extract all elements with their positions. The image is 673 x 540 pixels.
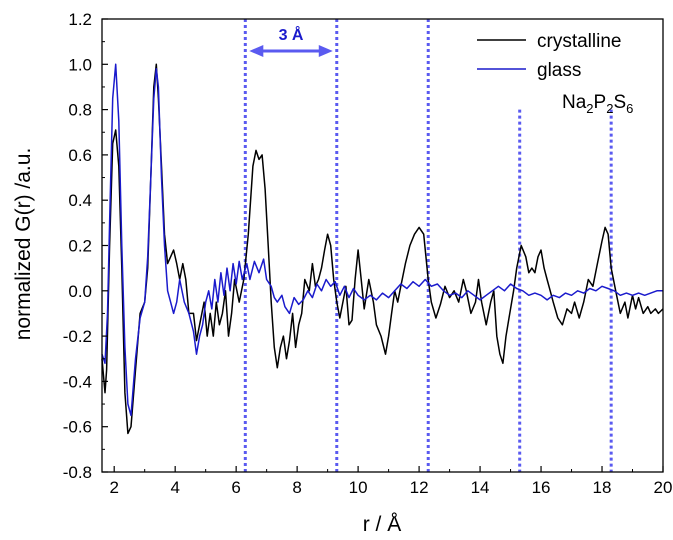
bracket-arrowhead-left bbox=[249, 45, 264, 57]
bracket-annotation: 3 Å bbox=[249, 25, 333, 57]
series-line-crystalline bbox=[101, 63, 664, 435]
y-tick-label: 1.2 bbox=[68, 10, 92, 29]
x-tick-label: 8 bbox=[292, 478, 301, 497]
bracket-label: 3 Å bbox=[279, 25, 304, 44]
x-tick-label: 16 bbox=[532, 478, 551, 497]
axis-ticks: 2 4 6 8 10 12 14 16 18 20 -0.8 -0.6 -0.4 -0.2 0.0 0.2 0.… bbox=[63, 10, 673, 497]
y-tick-label: -0.6 bbox=[63, 418, 92, 437]
x-tick-label: 20 bbox=[654, 478, 673, 497]
x-tick-label: 18 bbox=[593, 478, 612, 497]
x-axis-title: r / Å bbox=[363, 513, 402, 536]
x-tick-label: 14 bbox=[471, 478, 490, 497]
x-tick-label: 4 bbox=[170, 478, 179, 497]
bracket-arrowhead-right bbox=[318, 45, 333, 57]
series-line-glass bbox=[101, 63, 663, 417]
compound-label: Na2P2S6 bbox=[562, 92, 633, 116]
x-tick-label: 6 bbox=[231, 478, 240, 497]
plot-frame bbox=[101, 18, 664, 473]
y-tick-label: 0.4 bbox=[68, 191, 92, 210]
y-tick-label: 0.0 bbox=[68, 282, 92, 301]
y-axis-title: normalized G(r) /a.u. bbox=[12, 148, 35, 341]
legend: crystalline glass bbox=[477, 31, 621, 81]
series-layer bbox=[101, 63, 664, 435]
y-tick-label: -0.8 bbox=[63, 463, 92, 482]
x-tick-label: 12 bbox=[410, 478, 429, 497]
y-tick-label: 0.2 bbox=[68, 237, 92, 256]
annotation-lines bbox=[243, 19, 613, 472]
y-tick-label: 0.6 bbox=[68, 146, 92, 165]
y-tick-label: -0.2 bbox=[63, 327, 92, 346]
y-tick-label: -0.4 bbox=[63, 372, 92, 391]
legend-label-crystalline: crystalline bbox=[537, 31, 621, 52]
x-tick-label: 10 bbox=[349, 478, 368, 497]
legend-label-glass: glass bbox=[537, 60, 581, 81]
x-tick-label: 2 bbox=[109, 478, 118, 497]
y-tick-label: 0.8 bbox=[68, 101, 92, 120]
y-tick-label: 1.0 bbox=[68, 55, 92, 74]
